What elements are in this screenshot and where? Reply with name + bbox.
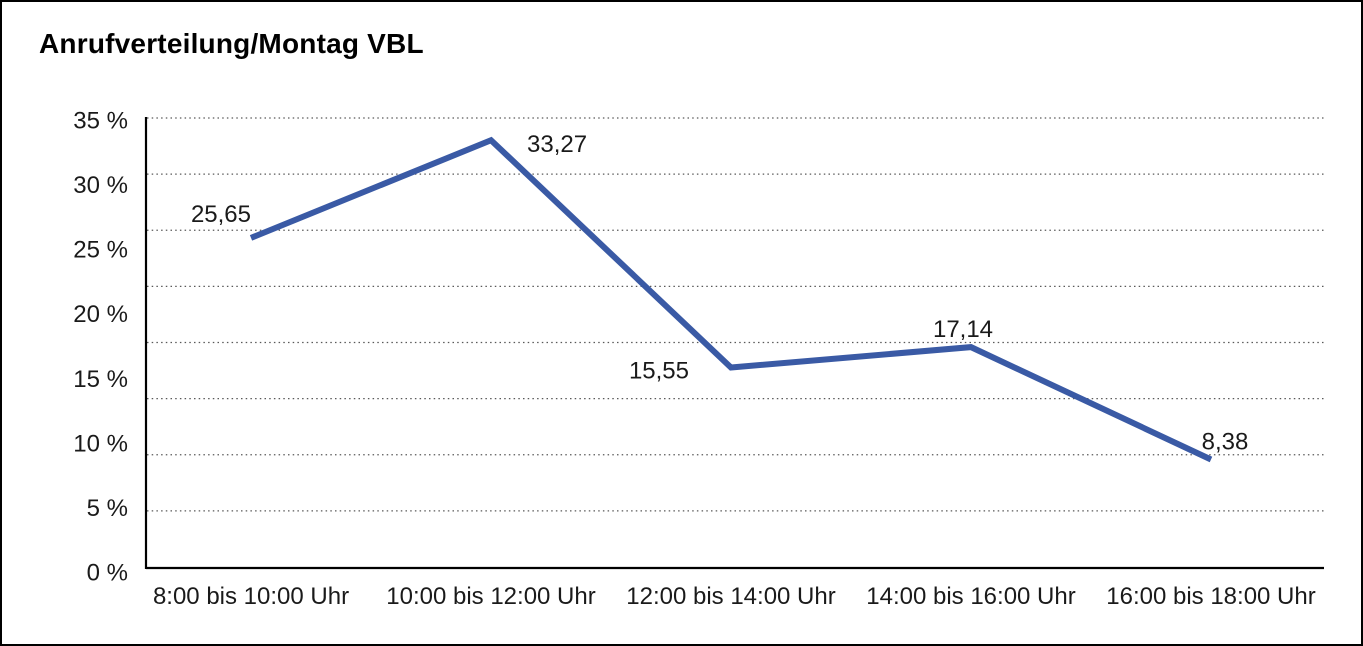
y-tick-label: 35 % xyxy=(73,108,128,135)
y-tick-label: 15 % xyxy=(73,366,128,393)
data-label: 25,65 xyxy=(191,201,251,228)
y-tick-label: 5 % xyxy=(87,495,128,522)
chart-title: Anrufverteilung/Montag VBL xyxy=(39,28,424,59)
data-label: 15,55 xyxy=(629,358,689,385)
x-tick-label: 16:00 bis 18:00 Uhr xyxy=(1106,583,1315,610)
x-tick-label: 8:00 bis 10:00 Uhr xyxy=(153,583,349,610)
data-label: 17,14 xyxy=(933,316,993,343)
y-tick-label: 10 % xyxy=(73,430,128,457)
x-tick-label: 14:00 bis 16:00 Uhr xyxy=(866,583,1075,610)
y-tick-label: 20 % xyxy=(73,301,128,328)
data-polyline xyxy=(249,136,1213,463)
y-tick-label: 30 % xyxy=(73,172,128,199)
y-tick-label: 25 % xyxy=(73,237,128,264)
y-tick-label: 0 % xyxy=(87,560,128,587)
x-tick-label: 10:00 bis 12:00 Uhr xyxy=(386,583,595,610)
data-label: 8,38 xyxy=(1202,428,1249,455)
x-tick-label: 12:00 bis 14:00 Uhr xyxy=(626,583,835,610)
data-label: 33,27 xyxy=(527,131,587,158)
